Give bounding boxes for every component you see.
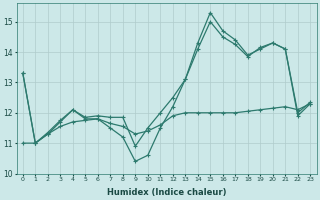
X-axis label: Humidex (Indice chaleur): Humidex (Indice chaleur) xyxy=(107,188,226,197)
